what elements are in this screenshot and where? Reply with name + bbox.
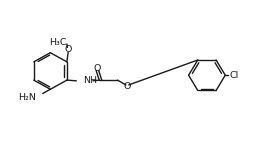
Text: Cl: Cl [230, 71, 239, 80]
Text: O: O [94, 64, 101, 73]
Text: NH: NH [83, 76, 97, 85]
Text: H₃C: H₃C [49, 38, 67, 47]
Text: H₂N: H₂N [18, 93, 36, 102]
Text: O: O [65, 45, 72, 54]
Text: O: O [124, 82, 131, 91]
